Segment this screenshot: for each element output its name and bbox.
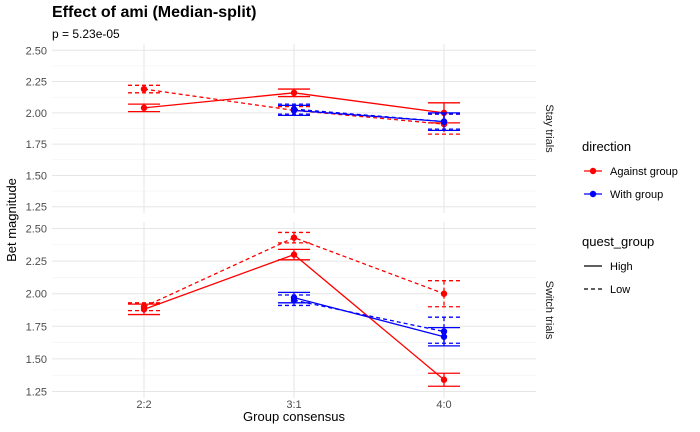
series-against-group-low xyxy=(128,231,460,312)
x-axis-ticks: 2:2 3:1 4:0 xyxy=(136,399,451,411)
data-point xyxy=(290,297,298,304)
y-tick-label: 1.50 xyxy=(26,354,47,366)
data-point xyxy=(290,251,298,258)
x-axis-title: Group consensus xyxy=(243,409,345,424)
data-point xyxy=(140,303,148,310)
y-axis-title: Bet magnitude xyxy=(4,178,19,262)
series-line xyxy=(293,296,445,338)
error-bar xyxy=(278,294,310,307)
facet-strip-label: Switch trials xyxy=(543,281,555,340)
series-with-group-low xyxy=(278,103,460,130)
y-tick-label: 1.50 xyxy=(26,170,47,182)
series-with-group-high xyxy=(278,291,460,347)
series-line xyxy=(143,88,445,125)
data-point xyxy=(440,333,448,340)
legend-entry: Low xyxy=(584,284,630,296)
facet-panel: 1.25 1.50 1.75 2.00 2.25 2.50 Stay trials xyxy=(26,44,555,214)
y-tick-label: 1.75 xyxy=(26,139,47,151)
legend-label: High xyxy=(610,261,633,273)
error-bar xyxy=(428,316,460,344)
y-tick-label: 1.75 xyxy=(26,321,47,333)
y-tick-label: 2.00 xyxy=(26,289,47,301)
y-tick-label: 1.25 xyxy=(26,202,47,214)
legend-label: With group xyxy=(610,189,663,201)
facet-strip-label: Stay trials xyxy=(543,104,555,153)
legend-title-direction: direction xyxy=(582,139,631,154)
legend-entry: Against group xyxy=(584,166,678,178)
x-tick-label: 4:0 xyxy=(436,399,451,411)
legend-entry: High xyxy=(584,261,633,273)
data-point xyxy=(140,85,148,93)
data-point xyxy=(440,328,448,335)
error-bar xyxy=(278,231,310,244)
legend-label: Against group xyxy=(610,166,678,178)
legend-key-point xyxy=(589,167,597,175)
y-tick-label: 2.50 xyxy=(26,45,47,57)
chart-subtitle: p = 5.23e-05 xyxy=(52,27,120,41)
error-bar xyxy=(278,103,310,115)
series-line xyxy=(293,109,445,123)
x-tick-label: 2:2 xyxy=(136,399,151,411)
facet-panel: 1.25 1.50 1.75 2.00 2.25 2.50 Switch trials xyxy=(26,222,555,398)
data-point xyxy=(440,290,448,297)
series-line xyxy=(293,299,445,333)
legend-label: Low xyxy=(610,284,630,296)
y-tick-label: 2.50 xyxy=(26,224,47,236)
legend-key-point xyxy=(589,190,597,198)
data-point xyxy=(440,376,448,383)
y-tick-label: 2.25 xyxy=(26,256,47,268)
data-point xyxy=(290,234,298,241)
data-point xyxy=(290,105,298,113)
data-point xyxy=(440,118,448,125)
legend: direction Against group With group quest_gr… xyxy=(582,139,678,296)
legend-title-quest-group: quest_group xyxy=(582,234,654,249)
y-tick-label: 2.00 xyxy=(26,108,47,120)
legend-entry: With group xyxy=(584,189,663,201)
x-tick-label: 3:1 xyxy=(286,399,301,411)
y-tick-label: 2.25 xyxy=(26,77,47,89)
error-bar xyxy=(428,280,460,308)
chart-title: Effect of ami (Median-split) xyxy=(52,4,257,21)
series-with-group-low xyxy=(278,294,460,344)
data-point xyxy=(290,89,298,97)
data-point xyxy=(140,104,148,112)
y-tick-label: 1.25 xyxy=(26,386,47,398)
